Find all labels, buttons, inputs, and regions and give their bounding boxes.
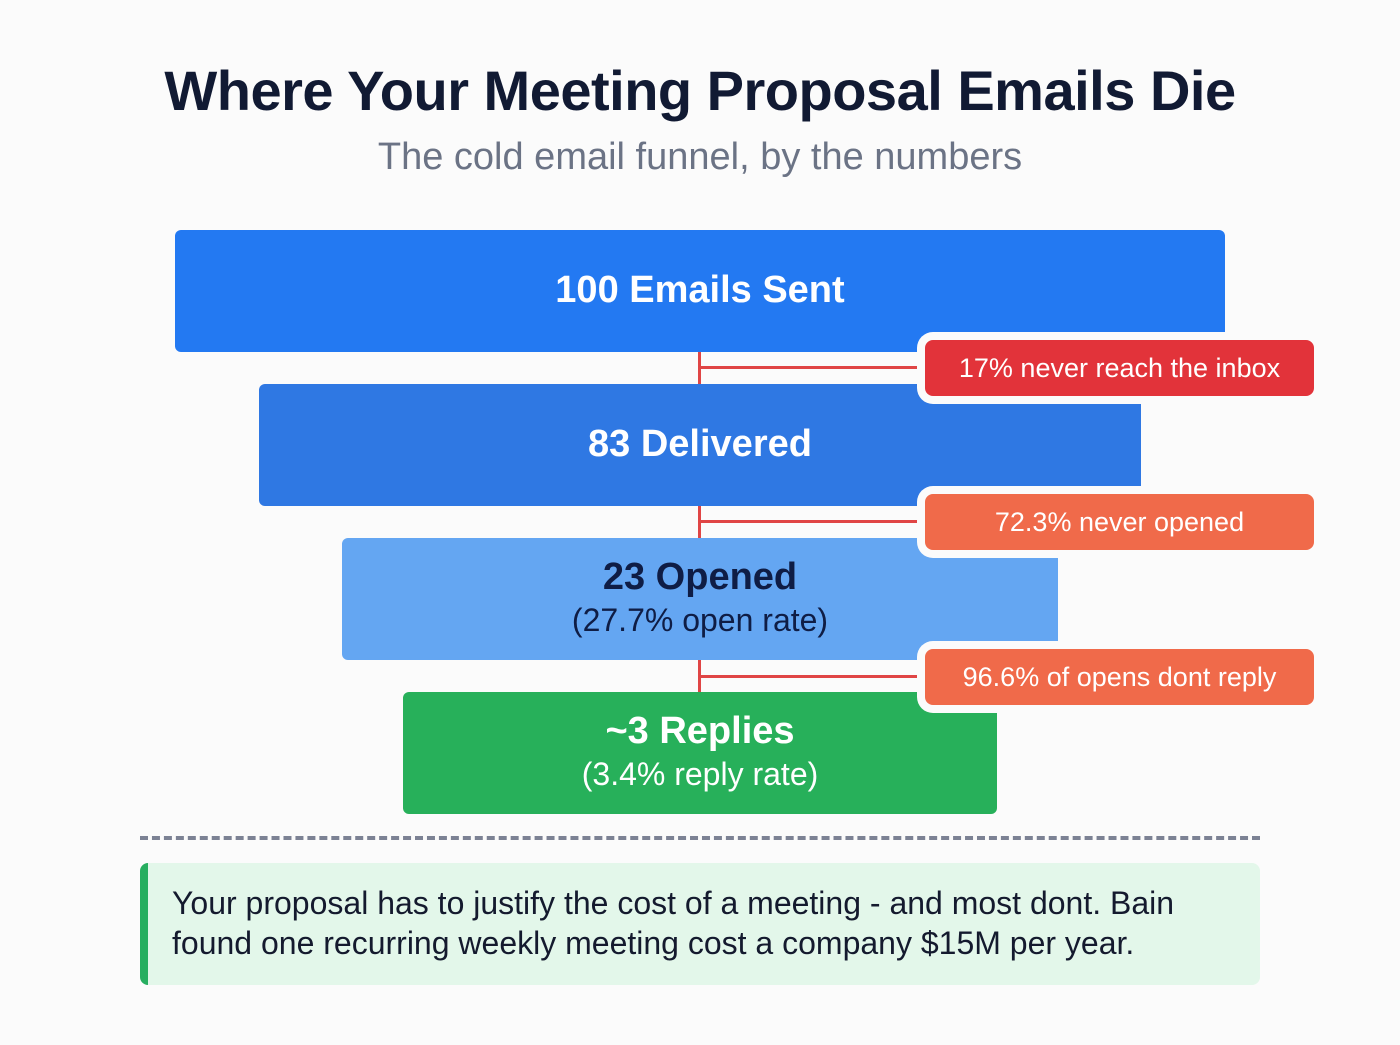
- stage-label: 23 Opened: [602, 556, 798, 599]
- insight-callout: Your proposal has to justify the cost of…: [140, 863, 1260, 985]
- dropoff-badge-reply: 96.6% of opens dont reply: [925, 649, 1314, 705]
- connector-line: [700, 520, 925, 523]
- connector-line: [698, 506, 701, 538]
- funnel-stage-opened: 23 Opened (27.7% open rate): [342, 538, 1058, 660]
- stage-label: 100 Emails Sent: [555, 269, 845, 312]
- funnel-stage-replies: ~3 Replies (3.4% reply rate): [403, 692, 997, 814]
- connector-line: [700, 366, 925, 369]
- funnel-stage-sent: 100 Emails Sent: [175, 230, 1225, 352]
- dashed-divider: [140, 836, 1260, 840]
- stage-sublabel: (27.7% open rate): [571, 602, 829, 639]
- stage-label: ~3 Replies: [605, 710, 795, 753]
- dropoff-badge-opened: 72.3% never opened: [925, 494, 1314, 550]
- page-subtitle: The cold email funnel, by the numbers: [377, 136, 1023, 178]
- funnel-stage-delivered: 83 Delivered: [259, 384, 1141, 506]
- connector-line: [698, 352, 701, 384]
- dropoff-badge-inbox: 17% never reach the inbox: [925, 340, 1314, 396]
- stage-sublabel: (3.4% reply rate): [581, 756, 819, 793]
- stage-label: 83 Delivered: [588, 423, 812, 466]
- connector-line: [700, 675, 925, 678]
- page-title: Where Your Meeting Proposal Emails Die: [164, 59, 1236, 122]
- callout-text: Your proposal has to justify the cost of…: [172, 885, 1175, 961]
- connector-line: [698, 660, 701, 692]
